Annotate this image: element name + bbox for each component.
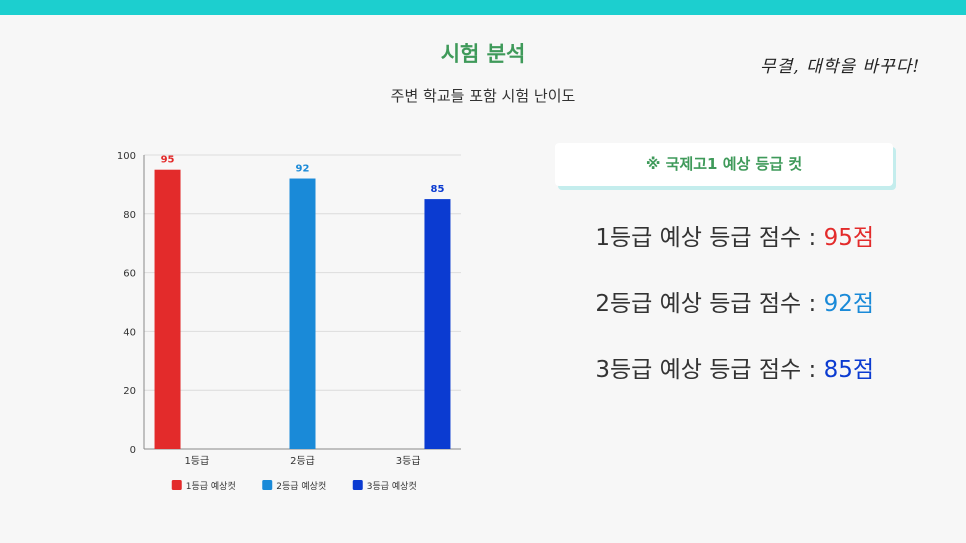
legend-label: 2등급 예상컷 (276, 481, 326, 492)
grade2-score-label: 2등급 예상 등급 점수 : (595, 291, 824, 317)
x-tick-label: 3등급 (396, 455, 421, 467)
legend-swatch (352, 480, 363, 490)
grade3-score-line: 3등급 예상 등급 점수 : 85점 (595, 350, 874, 384)
legend-swatch (262, 480, 273, 490)
y-tick-label: 0 (130, 445, 136, 456)
grade3-score-value: 85점 (823, 357, 874, 383)
cutoff-header-box: ※ 국제고1 예상 등급 컷 (555, 143, 893, 186)
y-tick-label: 80 (123, 210, 136, 221)
legend-label: 1등급 예상컷 (186, 481, 236, 492)
grade1-score-label: 1등급 예상 등급 점수 : (595, 225, 824, 251)
y-tick-label: 20 (123, 386, 136, 397)
bar (289, 178, 316, 449)
x-tick-label: 1등급 (184, 455, 209, 467)
data-label: 95 (161, 155, 175, 166)
top-accent-bar (0, 0, 966, 15)
bar (154, 169, 181, 449)
bar (424, 199, 451, 449)
y-tick-label: 100 (117, 151, 136, 162)
y-tick-label: 60 (123, 269, 136, 280)
cutoff-header-title: ※ 국제고1 예상 등급 컷 (645, 155, 803, 173)
grade1-score-value: 95점 (823, 225, 874, 251)
grade2-score-value: 92점 (823, 291, 874, 317)
page-subtitle: 주변 학교들 포함 시험 난이도 (390, 87, 576, 105)
data-label: 92 (296, 164, 310, 175)
grade2-score-line: 2등급 예상 등급 점수 : 92점 (595, 284, 874, 318)
grade1-score-line: 1등급 예상 등급 점수 : 95점 (595, 218, 874, 252)
data-label: 85 (431, 184, 445, 195)
grade3-score-label: 3등급 예상 등급 점수 : (595, 357, 824, 383)
legend-label: 3등급 예상컷 (367, 481, 417, 492)
grade-cutoff-bar-chart: 0 20 40 60 80 100 1등급 95 2등급 92 3등급 85 1등급 예상컷 2등급 예상… (117, 151, 461, 492)
x-tick-label: 2등급 (290, 455, 315, 467)
page-title: 시험 분석 (440, 42, 526, 66)
brand-slogan-logo: 무결, 대학을 바꾸다! (760, 57, 921, 77)
legend-swatch (171, 480, 182, 490)
y-tick-label: 40 (123, 327, 136, 338)
